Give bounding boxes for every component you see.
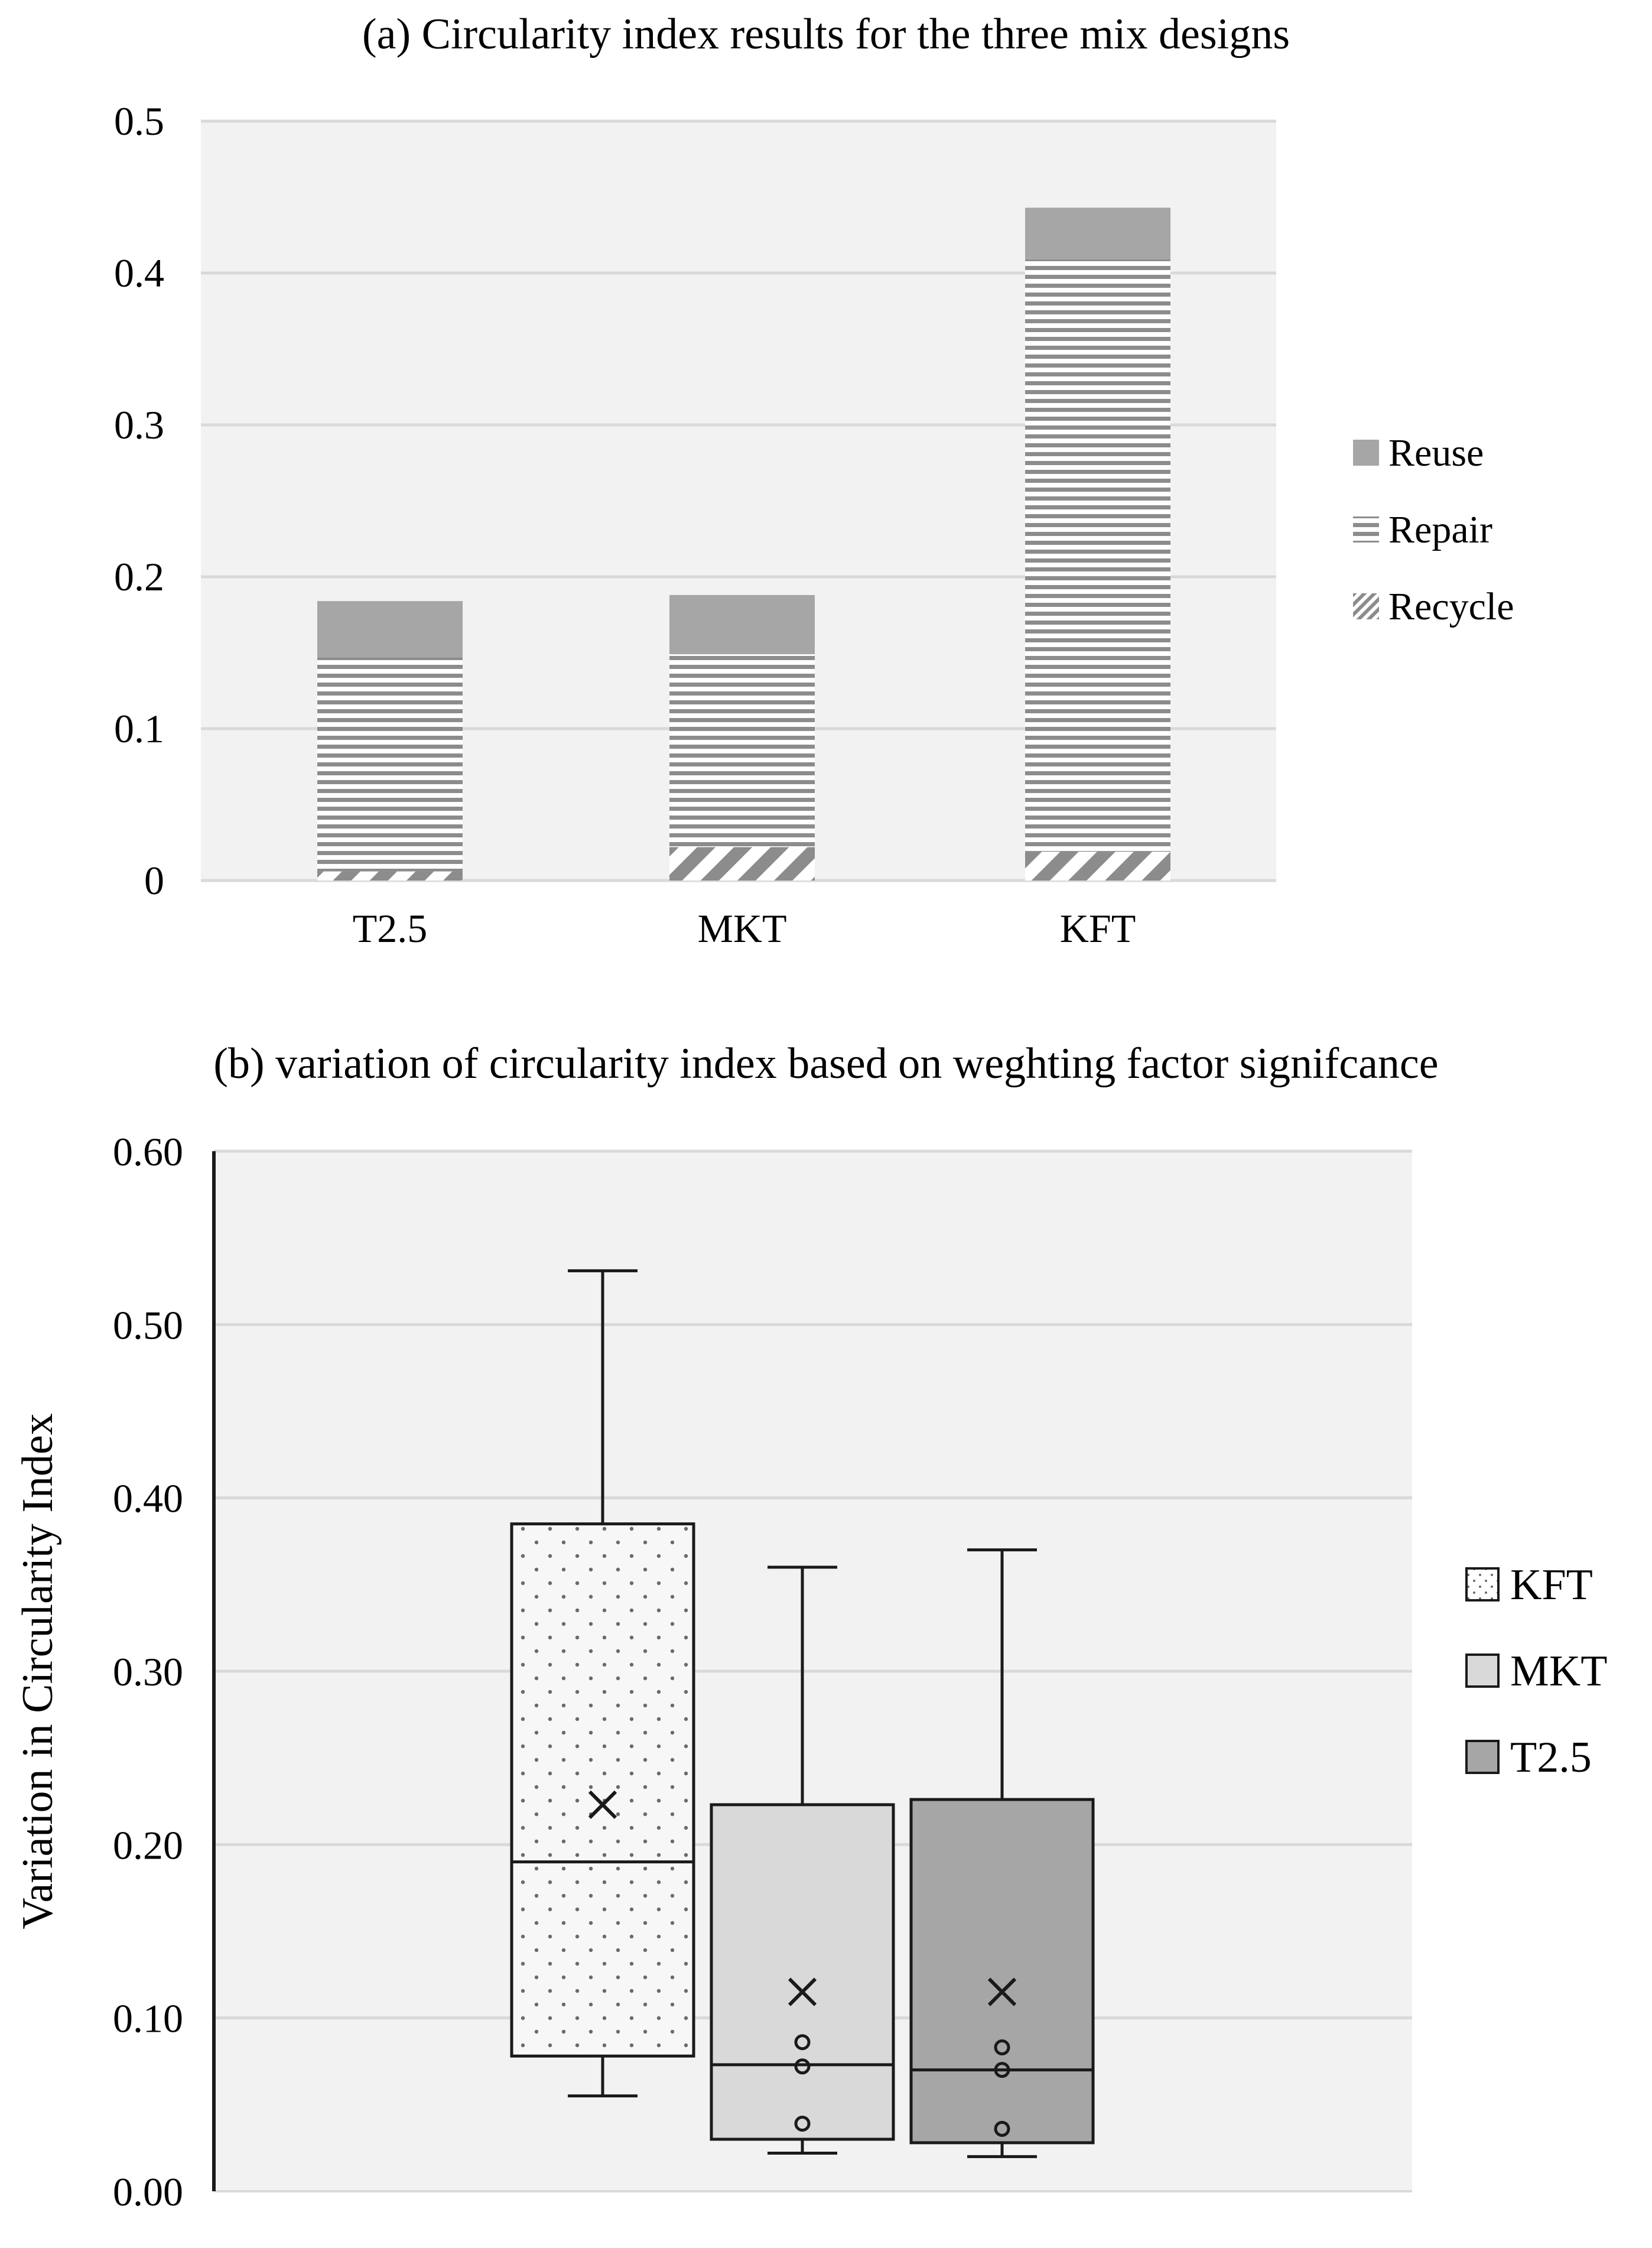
legend-swatch-repair	[1353, 516, 1379, 542]
box-kft	[510, 1269, 695, 2098]
chart-b-y-tick-label: 0.60	[113, 1129, 183, 1174]
legend-label-t25: T2.5	[1510, 1733, 1592, 1782]
bar-recycle-t25	[317, 871, 463, 881]
bar-reuse-mkt	[669, 595, 815, 655]
bar-recycle-kft	[1025, 852, 1170, 881]
legend-swatch-kft	[1465, 1567, 1500, 1601]
legend-swatch-mkt	[1465, 1653, 1500, 1688]
bar-repair-kft	[1025, 259, 1170, 852]
chart-a-y-axis: 0 0.1 0.2 0.3 0.4 0.5	[114, 99, 164, 903]
chart-a-bars	[317, 207, 1170, 881]
box-iqr	[510, 1522, 695, 2058]
box-iqr	[909, 1798, 1095, 2145]
chart-b-title: (b) variation of circularity index based…	[213, 1039, 1438, 1088]
chart-a-x-axis: T2.5 MKT KFT	[353, 906, 1136, 951]
box-mean-marker	[987, 1977, 1017, 2006]
legend-label-kft: KFT	[1510, 1561, 1593, 1609]
chart-a-category-label: MKT	[697, 906, 786, 951]
bar-reuse-kft	[1025, 207, 1170, 259]
chart-b-y-tick-label: 0.00	[113, 2169, 183, 2214]
chart-a-y-tick-label: 0.4	[114, 251, 164, 295]
legend-swatch-reuse	[1353, 440, 1379, 466]
outlier-point	[994, 2062, 1010, 2078]
chart-a-legend: Reuse Repair Recycle	[1353, 431, 1514, 628]
outlier-point	[794, 2058, 811, 2075]
legend-swatch-t25	[1465, 1740, 1500, 1774]
chart-b-y-axis: 0.00 0.10 0.20 0.30 0.40 0.50 0.60	[113, 1129, 183, 2214]
legend-swatch-recycle	[1353, 593, 1379, 619]
bar-recycle-mkt	[669, 847, 815, 881]
bar-reuse-t25	[317, 601, 463, 658]
bar-repair-t25	[317, 657, 463, 872]
outlier-point	[994, 2039, 1010, 2056]
box-mean-marker	[588, 1790, 617, 1819]
chart-b-legend: KFT MKT T2.5	[1465, 1561, 1607, 1782]
chart-a-y-tick-label: 0.1	[114, 706, 164, 751]
box-t25	[909, 1548, 1095, 2158]
legend-label-reuse: Reuse	[1388, 431, 1484, 475]
chart-b-y-tick-label: 0.10	[113, 1996, 183, 2041]
outlier-point	[794, 2034, 811, 2051]
chart-a-category-label: KFT	[1060, 906, 1136, 951]
legend-label-mkt: MKT	[1510, 1647, 1607, 1695]
box-iqr	[710, 1803, 895, 2141]
chart-a-title: (a) Circularity index results for the th…	[362, 10, 1290, 59]
chart-b-y-tick-label: 0.50	[113, 1302, 183, 1347]
chart-b-y-tick-label: 0.40	[113, 1476, 183, 1521]
chart-b-boxes	[510, 1269, 1095, 2158]
box-mkt	[710, 1565, 895, 2155]
chart-a-category-label: T2.5	[353, 906, 428, 951]
chart-b-y-tick-label: 0.30	[113, 1649, 183, 1694]
chart-b-y-axis-label: Variation in Circularity Index	[14, 1413, 62, 1929]
outlier-point	[994, 2120, 1010, 2137]
legend-label-recycle: Recycle	[1388, 585, 1514, 628]
chart-a-y-tick-label: 0	[144, 858, 164, 903]
outlier-point	[794, 2116, 811, 2132]
box-mean-marker	[788, 1977, 817, 2006]
chart-b-y-tick-label: 0.20	[113, 1823, 183, 1867]
chart-a-y-tick-label: 0.5	[114, 99, 164, 144]
bar-repair-mkt	[669, 654, 815, 847]
chart-a-y-tick-label: 0.3	[114, 402, 164, 447]
legend-label-repair: Repair	[1388, 508, 1492, 551]
chart-a-y-tick-label: 0.2	[114, 554, 164, 599]
